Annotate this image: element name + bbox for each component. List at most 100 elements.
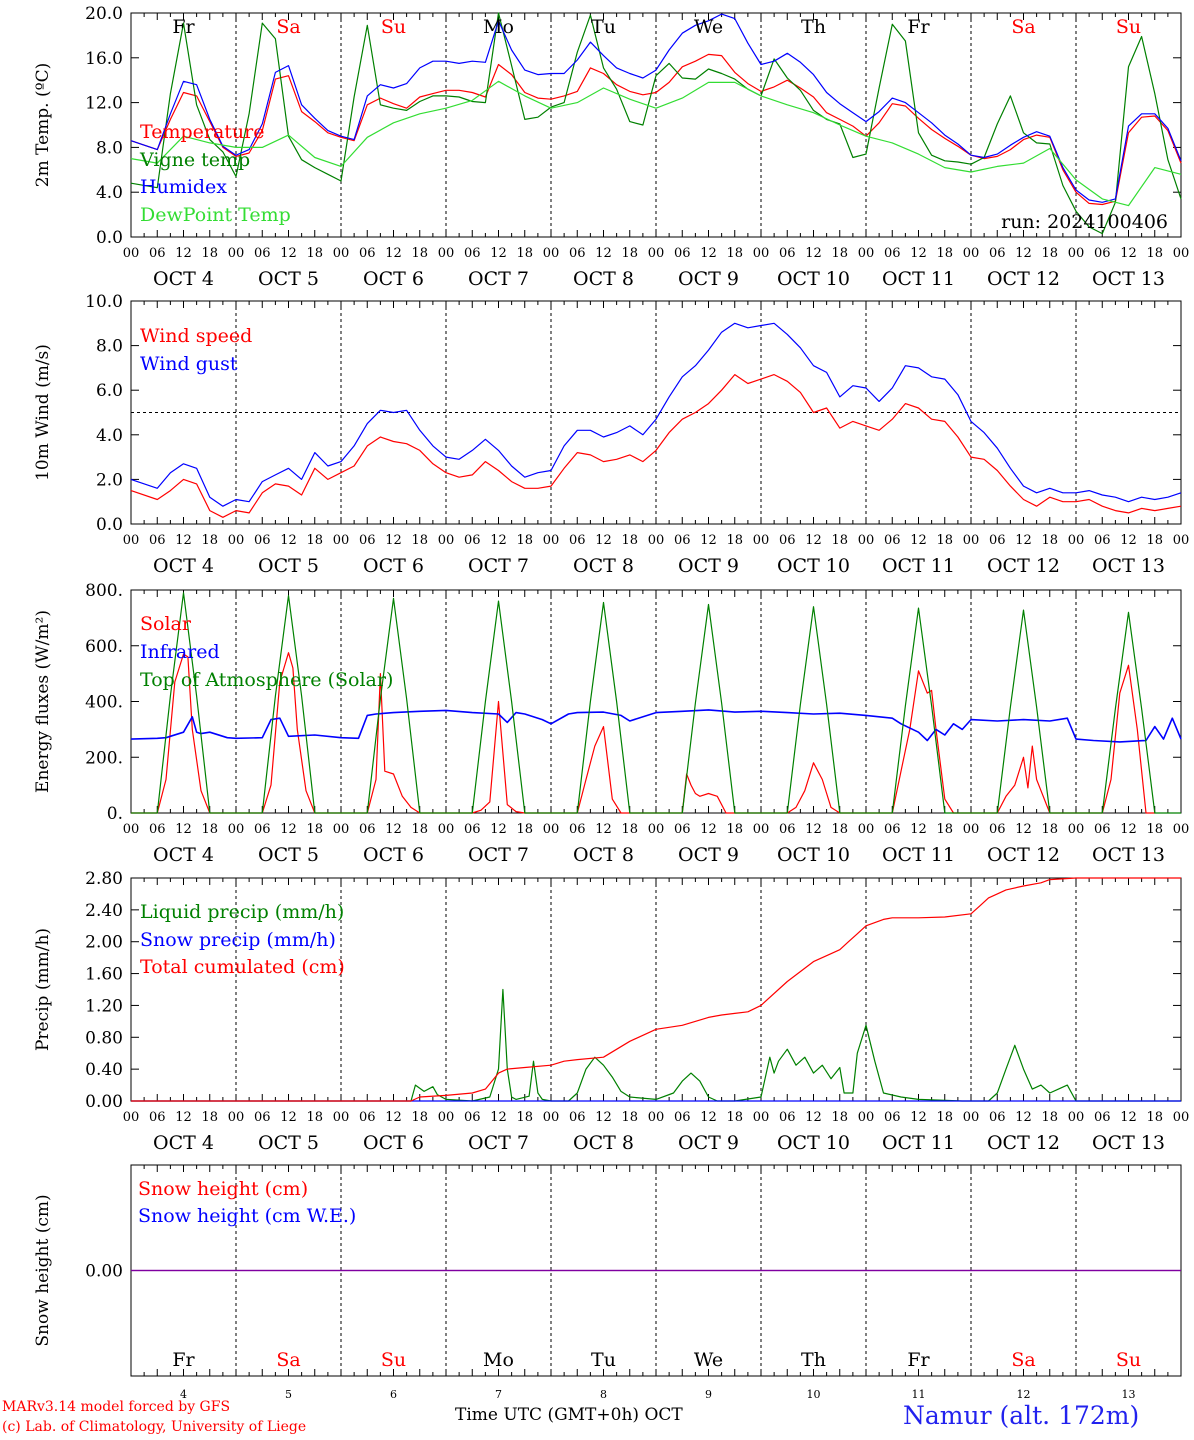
y-tick-label: 2.0 — [96, 470, 123, 490]
hour-label: 12 — [175, 822, 192, 837]
legend-entry: Top of Atmosphere (Solar) — [140, 669, 393, 691]
weekday-label: Su — [381, 16, 406, 38]
date-label: OCT 9 — [678, 1132, 739, 1154]
hour-label: 06 — [884, 246, 901, 261]
hour-label: 00 — [858, 246, 875, 261]
hour-label: 18 — [411, 533, 428, 548]
hour-label: 18 — [621, 246, 638, 261]
hour-label: 18 — [411, 1110, 428, 1125]
hour-label: 18 — [1146, 246, 1163, 261]
hour-label: 06 — [779, 1110, 796, 1125]
date-label: OCT 5 — [258, 555, 319, 577]
hour-label: 18 — [936, 1110, 953, 1125]
series-line-2 — [130, 709, 1182, 743]
hour-label: 06 — [884, 1110, 901, 1125]
y-tick-label: 4.0 — [96, 426, 123, 446]
model-credit: MARv3.14 model forced by GFS — [2, 1399, 231, 1415]
hour-label: 12 — [490, 533, 507, 548]
hour-label: 06 — [884, 533, 901, 548]
hour-label: 12 — [805, 1110, 822, 1125]
hour-label: 18 — [726, 1110, 743, 1125]
y-tick-label: 200. — [85, 748, 123, 768]
hour-label: 18 — [831, 533, 848, 548]
hour-label: 06 — [149, 246, 166, 261]
hour-label: 12 — [1120, 533, 1137, 548]
hour-label: 06 — [989, 822, 1006, 837]
hour-label: 12 — [1015, 246, 1032, 261]
hour-label: 00 — [123, 822, 140, 837]
day-number-label: 5 — [285, 1388, 292, 1401]
y-tick-label: 400. — [85, 693, 123, 713]
hour-label: 00 — [1173, 246, 1190, 261]
hour-label: 18 — [201, 533, 218, 548]
weekday-label-bottom: Fr — [172, 1349, 195, 1371]
y-tick-label: 6.0 — [96, 381, 123, 401]
date-label: OCT 10 — [777, 1132, 850, 1154]
hour-label: 06 — [779, 246, 796, 261]
hour-label: 18 — [936, 822, 953, 837]
legend-entry: Snow height (cm) — [138, 1178, 308, 1200]
hour-label: 18 — [726, 822, 743, 837]
hour-label: 18 — [831, 246, 848, 261]
hour-label: 18 — [1041, 822, 1058, 837]
day-number-label: 9 — [705, 1388, 712, 1401]
hour-label: 12 — [280, 822, 297, 837]
legend-entry: Snow precip (mm/h) — [140, 929, 336, 951]
date-label: OCT 7 — [468, 1132, 529, 1154]
date-label: OCT 7 — [468, 555, 529, 577]
hour-label: 06 — [254, 533, 271, 548]
date-label: OCT 11 — [882, 1132, 955, 1154]
hour-label: 12 — [175, 533, 192, 548]
date-label: OCT 5 — [258, 268, 319, 290]
y-tick-label: 8.0 — [96, 337, 123, 357]
y-tick-label: 20.0 — [85, 4, 123, 24]
legend-entry: Snow height (cm W.E.) — [138, 1205, 356, 1227]
y-tick-label: 2.40 — [85, 901, 123, 921]
y-tick-label: 1.20 — [85, 996, 123, 1016]
date-label: OCT 6 — [363, 1132, 424, 1154]
hour-label: 00 — [963, 246, 980, 261]
hour-label: 06 — [464, 822, 481, 837]
hour-label: 00 — [648, 246, 665, 261]
hour-label: 12 — [700, 1110, 717, 1125]
hour-label: 12 — [805, 246, 822, 261]
y-tick-label: 0.80 — [85, 1028, 123, 1048]
lab-credit: (c) Lab. of Climatology, University of L… — [2, 1419, 307, 1435]
hour-label: 12 — [1015, 1110, 1032, 1125]
weekday-label: We — [694, 16, 723, 38]
hour-label: 18 — [306, 246, 323, 261]
hour-label: 06 — [254, 246, 271, 261]
date-label: OCT 12 — [987, 1132, 1060, 1154]
hour-label: 00 — [333, 1110, 350, 1125]
hour-label: 12 — [595, 533, 612, 548]
hour-label: 06 — [1094, 533, 1111, 548]
date-label: OCT 12 — [987, 268, 1060, 290]
hour-label: 18 — [621, 533, 638, 548]
date-label: OCT 11 — [882, 555, 955, 577]
weekday-label-bottom: We — [694, 1349, 723, 1371]
hour-label: 18 — [201, 822, 218, 837]
y-tick-label: 0.40 — [85, 1060, 123, 1080]
date-label: OCT 5 — [258, 1132, 319, 1154]
hour-label: 06 — [359, 822, 376, 837]
hour-label: 06 — [674, 246, 691, 261]
hour-label: 06 — [149, 822, 166, 837]
weekday-label: Su — [1116, 16, 1141, 38]
date-label: OCT 9 — [678, 268, 739, 290]
series-line-1 — [130, 53, 1182, 206]
hour-label: 12 — [910, 1110, 927, 1125]
date-label: OCT 9 — [678, 844, 739, 866]
hour-label: 12 — [1015, 533, 1032, 548]
hour-label: 00 — [438, 822, 455, 837]
hour-label: 18 — [1146, 533, 1163, 548]
hour-label: 00 — [963, 533, 980, 548]
series-line-3 — [130, 13, 1182, 203]
weekday-label: Sa — [276, 16, 300, 38]
y-axis-title: 2m Temp. (ºC) — [33, 63, 53, 188]
date-label: OCT 4 — [153, 268, 214, 290]
day-number-label: 8 — [600, 1388, 607, 1401]
date-label: OCT 13 — [1092, 1132, 1165, 1154]
date-label: OCT 8 — [573, 268, 634, 290]
y-tick-label: 600. — [85, 637, 123, 657]
